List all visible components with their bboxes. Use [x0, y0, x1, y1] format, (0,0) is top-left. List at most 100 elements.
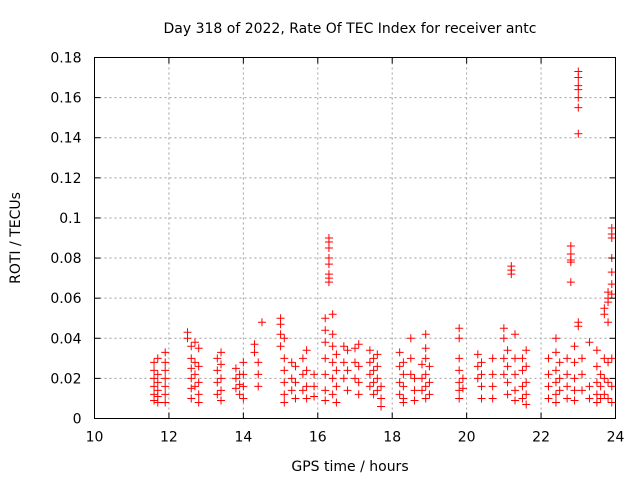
- data-point: [592, 346, 601, 355]
- data-point: [298, 386, 307, 395]
- data-point: [190, 338, 199, 347]
- data-point: [421, 394, 430, 403]
- data-point: [511, 386, 520, 395]
- data-point: [150, 382, 159, 391]
- data-point: [310, 382, 319, 391]
- data-point: [287, 374, 296, 383]
- data-point: [302, 346, 311, 355]
- data-point: [239, 358, 248, 367]
- data-point: [395, 348, 404, 357]
- data-point: [604, 298, 613, 307]
- data-point: [458, 384, 467, 393]
- data-point: [555, 358, 564, 367]
- data-point: [161, 390, 170, 399]
- data-point: [276, 342, 285, 351]
- y-tick-label: 0.14: [50, 131, 81, 147]
- data-point: [217, 386, 226, 395]
- data-point: [217, 360, 226, 369]
- data-point: [213, 390, 222, 399]
- data-point: [161, 358, 170, 367]
- data-point: [298, 354, 307, 363]
- data-point: [455, 386, 464, 395]
- data-point: [287, 358, 296, 367]
- data-point: [421, 370, 430, 379]
- data-point: [187, 394, 196, 403]
- data-point: [213, 378, 222, 387]
- data-point: [310, 392, 319, 401]
- y-tick-label: 0.08: [50, 251, 81, 267]
- data-point: [354, 340, 363, 349]
- data-point: [592, 398, 601, 407]
- data-point: [190, 370, 199, 379]
- data-point: [291, 362, 300, 371]
- data-point: [257, 318, 266, 327]
- data-point: [592, 362, 601, 371]
- data-point: [503, 390, 512, 399]
- data-point: [499, 324, 508, 333]
- data-point: [231, 364, 240, 373]
- data-point: [351, 344, 359, 353]
- data-point: [321, 396, 330, 405]
- data-point: [153, 378, 162, 387]
- data-point: [522, 362, 531, 371]
- x-tick-label: 20: [458, 430, 476, 446]
- data-point: [406, 354, 415, 363]
- data-point: [183, 334, 192, 343]
- data-point: [596, 370, 605, 379]
- chart-title: Day 318 of 2022, Rate Of TEC Index for r…: [163, 21, 536, 37]
- data-point: [373, 374, 382, 383]
- data-point: [604, 394, 613, 403]
- data-point: [544, 354, 553, 363]
- data-point: [607, 354, 616, 363]
- data-point: [551, 334, 560, 343]
- data-point: [194, 362, 203, 371]
- data-point: [377, 402, 386, 411]
- data-point: [604, 378, 613, 387]
- data-point: [574, 322, 583, 331]
- data-point: [592, 390, 601, 399]
- y-tick-label: 0: [73, 412, 82, 428]
- data-point: [213, 366, 222, 375]
- data-point: [254, 370, 263, 379]
- data-point: [455, 354, 464, 363]
- data-point: [551, 366, 560, 375]
- data-point: [499, 334, 508, 343]
- data-point: [373, 386, 382, 395]
- axes: 10 12 14 16 18 20 22 24 0 0.02 0.04 0.06 0.08 0.1 0.12…: [50, 51, 624, 446]
- data-point: [339, 374, 348, 383]
- data-point: [488, 354, 497, 363]
- data-point: [239, 382, 248, 391]
- data-point: [302, 366, 311, 375]
- data-point: [280, 366, 289, 375]
- data-point: [365, 346, 374, 355]
- data-point: [607, 280, 616, 289]
- data-point: [250, 348, 259, 357]
- data-point: [596, 382, 605, 391]
- data-point: [399, 382, 408, 391]
- data-point: [324, 260, 333, 269]
- data-point: [578, 386, 587, 395]
- data-point: [570, 374, 579, 383]
- data-point: [563, 394, 572, 403]
- data-point: [354, 378, 363, 387]
- data-point: [354, 362, 363, 371]
- data-point: [585, 394, 594, 403]
- data-point: [455, 324, 464, 333]
- data-point: [150, 366, 159, 375]
- data-point: [321, 370, 330, 379]
- y-tick-label: 0.1: [59, 211, 81, 227]
- y-tick-label: 0.12: [50, 171, 81, 187]
- data-point: [455, 334, 464, 343]
- data-point: [477, 370, 486, 379]
- data-point: [574, 129, 583, 138]
- data-point: [161, 366, 170, 375]
- data-point: [425, 390, 434, 399]
- data-point: [373, 362, 382, 371]
- data-point: [607, 268, 616, 277]
- data-point: [343, 346, 352, 355]
- data-point: [566, 258, 575, 267]
- data-point: [473, 362, 482, 371]
- data-point: [239, 394, 248, 403]
- data-point: [522, 378, 531, 387]
- data-point: [455, 394, 464, 403]
